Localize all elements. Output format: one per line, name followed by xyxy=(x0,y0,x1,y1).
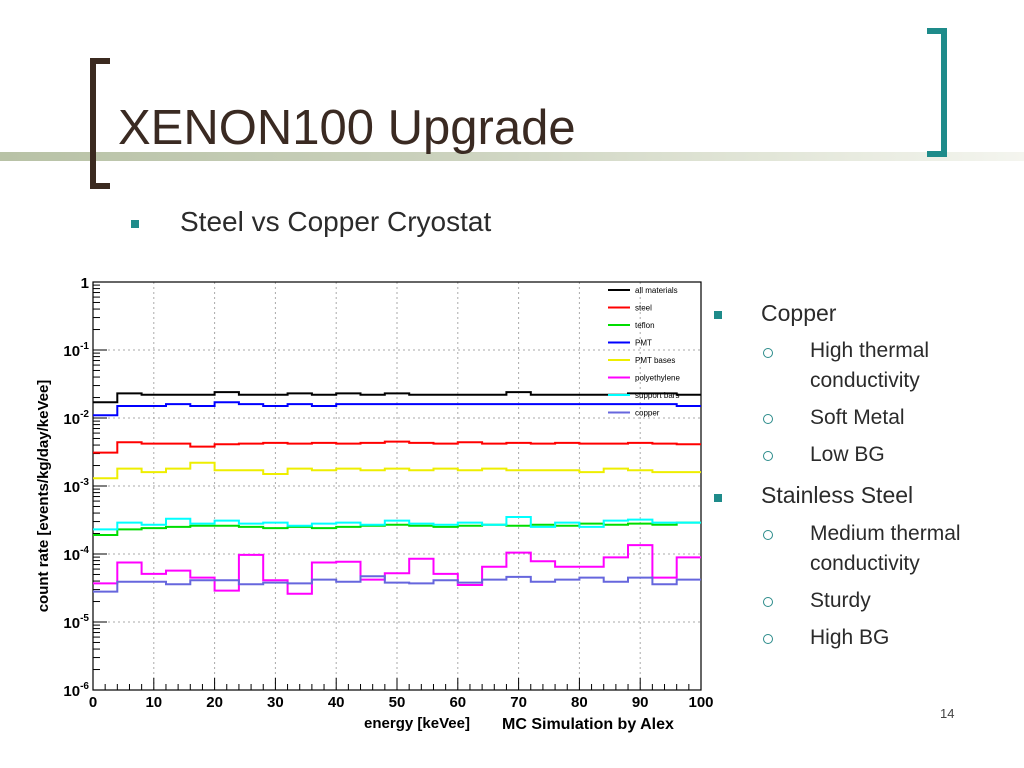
x-axis-label: energy [keVee] xyxy=(364,715,470,732)
chart-container: 0 10 20 30 40 50 60 70 80 90 100 1 10-1 10-2 10-3 10-4 1… xyxy=(34,268,720,738)
sub-bullet-circle-icon xyxy=(763,530,773,540)
x-tick-label: 30 xyxy=(267,694,284,711)
legend-label: PMT xyxy=(635,339,652,348)
left-bracket xyxy=(90,58,110,189)
sub-bullet-text: Low BG xyxy=(810,443,885,466)
series-line-support-bars xyxy=(93,516,701,531)
sub-bullet-circle-icon xyxy=(763,451,773,461)
bullet-stainless-steel: Stainless Steel xyxy=(761,482,914,508)
series-line-PMT-bases xyxy=(93,461,701,480)
bullet-square-icon xyxy=(714,311,722,319)
slide-title: XENON100 Upgrade xyxy=(118,101,576,155)
y-tick-label: 10-3 xyxy=(63,477,89,496)
y-tick-label: 10-4 xyxy=(63,545,89,564)
series-line-copper xyxy=(93,575,701,593)
sub-bullet-circle-icon xyxy=(763,414,773,424)
simulation-credit: MC Simulation by Alex xyxy=(502,716,674,733)
y-tick-label: 10-6 xyxy=(63,681,89,700)
page-number: 14 xyxy=(940,706,955,721)
sub-bullet-text: High BG xyxy=(810,626,890,649)
legend-label: PMT bases xyxy=(635,356,675,365)
sub-bullet-text: Sturdy xyxy=(810,589,871,612)
x-tick-label: 40 xyxy=(328,694,345,711)
legend-label: teflon xyxy=(635,321,655,330)
right-bracket xyxy=(927,28,947,157)
y-axis-label: count rate [events/kg/day/keVee] xyxy=(35,380,52,613)
sub-bullet-circle-icon xyxy=(763,634,773,644)
legend-label: all materials xyxy=(635,286,678,295)
chart-svg: 0 10 20 30 40 50 60 70 80 90 100 1 10-1 10-2 10-3 10-4 1… xyxy=(35,275,714,732)
x-tick-label: 80 xyxy=(571,694,588,711)
x-tick-label: 60 xyxy=(449,694,466,711)
series-line-steel xyxy=(93,440,701,454)
title-band xyxy=(0,152,1024,161)
legend-label: steel xyxy=(635,304,652,313)
bullet-square-icon xyxy=(131,220,139,228)
x-tick-label: 70 xyxy=(510,694,527,711)
sub-bullet-text: High thermal conductivity xyxy=(810,339,930,392)
main-bullet-text: Steel vs Copper Cryostat xyxy=(180,206,492,237)
x-tick-label: 20 xyxy=(206,694,223,711)
y-tick-label: 10-2 xyxy=(63,409,89,428)
y-tick-label: 1 xyxy=(81,275,89,292)
sub-bullet-circle-icon xyxy=(763,597,773,607)
x-tick-label: 90 xyxy=(632,694,649,711)
series-line-all-materials xyxy=(93,391,701,404)
x-tick-label: 50 xyxy=(389,694,406,711)
legend-label: polyethylene xyxy=(635,374,680,383)
legend-label: support bars xyxy=(635,391,679,400)
sub-bullet-text: Medium thermal conductivity xyxy=(810,522,961,575)
bullet-copper: Copper xyxy=(761,300,837,326)
series-line-polyethylene xyxy=(93,544,701,595)
x-tick-label: 10 xyxy=(145,694,162,711)
y-tick-label: 10-1 xyxy=(63,341,89,360)
x-tick-label: 100 xyxy=(688,694,713,711)
sub-bullet-circle-icon xyxy=(763,348,773,358)
series-line-PMT xyxy=(93,401,701,417)
x-tick-label: 0 xyxy=(89,694,97,711)
legend-label: copper xyxy=(635,409,660,418)
sub-bullet-text: Soft Metal xyxy=(810,406,905,429)
y-tick-label: 10-5 xyxy=(63,613,89,632)
plot-frame xyxy=(92,281,702,691)
bullet-square-icon xyxy=(714,494,722,502)
